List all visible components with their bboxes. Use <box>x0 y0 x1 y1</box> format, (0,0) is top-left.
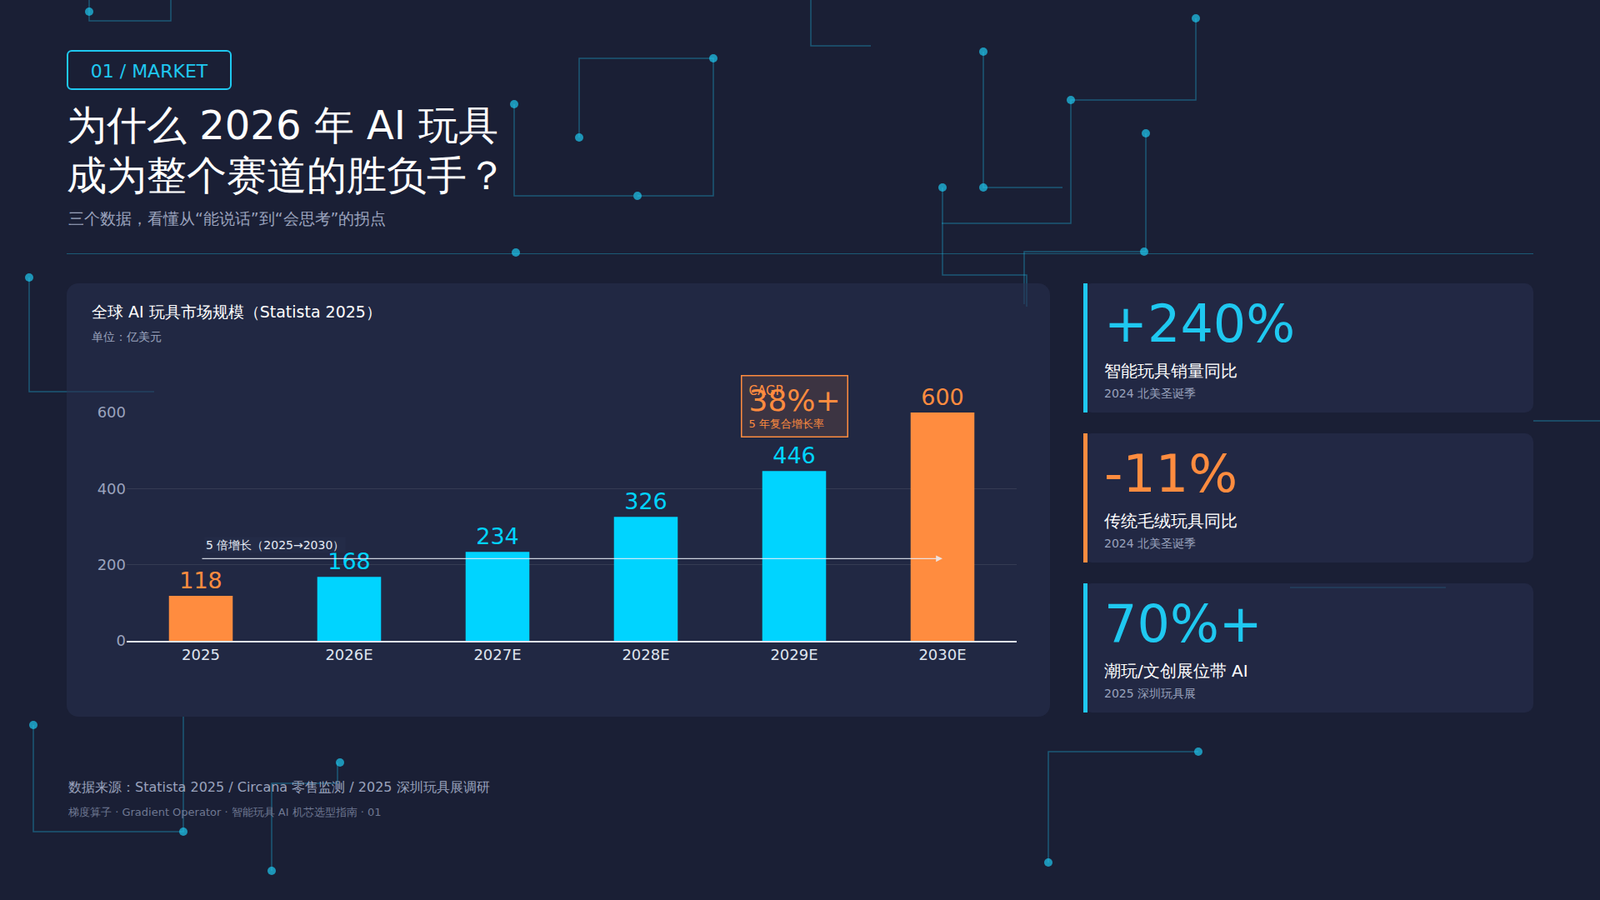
svg-text:326: 326 <box>624 488 668 515</box>
svg-text:600: 600 <box>97 403 126 421</box>
svg-text:2025: 2025 <box>181 645 220 664</box>
html-text:为什么 2026 年 AI 玩具: 为什么 2026 年 AI 玩具 <box>66 101 499 149</box>
svg-text:118: 118 <box>179 567 223 594</box>
svg-text:2026E: 2026E <box>325 645 373 664</box>
svg-text:2027E: 2027E <box>473 645 521 664</box>
html-text:+240%: +240% <box>1104 293 1296 355</box>
html-text:梯度算子 · Gradient Operator · 智能玩: 梯度算子 · Gradient Operator · 智能玩具 AI 机芯选型指… <box>68 805 382 819</box>
html-text:传统毛绒玩具同比: 传统毛绒玩具同比 <box>1104 510 1238 531</box>
html-text:2025 深圳玩具展: 2025 深圳玩具展 <box>1104 686 1196 700</box>
svg-text:234: 234 <box>475 523 520 550</box>
svg-text:446: 446 <box>772 442 816 469</box>
html-text:成为整个赛道的胜负手？: 成为整个赛道的胜负手？ <box>66 151 507 199</box>
svg-text:2028E: 2028E <box>621 645 670 664</box>
svg-text:168: 168 <box>327 548 371 575</box>
html-text:全球 AI 玩具市场规模（Statista 2025）: 全球 AI 玩具市场规模（Statista 2025） <box>91 302 382 321</box>
svg-text:600: 600 <box>920 384 965 410</box>
svg-text:CAGR38%+5 年复合增长率: CAGR38%+5 年复合增长率 <box>749 383 841 430</box>
html-text:潮玩/文创展位带 AI: 潮玩/文创展位带 AI <box>1104 660 1249 681</box>
svg-text:2029E: 2029E <box>770 645 818 664</box>
svg-text:5 倍增长（2025→2030）: 5 倍增长（2025→2030） <box>205 538 345 552</box>
svg-text:400: 400 <box>97 480 126 498</box>
html-text:70%+: 70%+ <box>1104 593 1263 655</box>
svg-text:200: 200 <box>97 555 126 574</box>
html-text:2024 北美圣诞季: 2024 北美圣诞季 <box>1104 536 1196 550</box>
html-text:数据来源：Statista 2025 / Circana 零: 数据来源：Statista 2025 / Circana 零售监测 / 2025… <box>68 779 490 795</box>
svg-text:2030E: 2030E <box>918 645 966 664</box>
html-text:01 / MARKET: 01 / MARKET <box>90 60 208 82</box>
html-text:2024 北美圣诞季: 2024 北美圣诞季 <box>1104 386 1196 400</box>
svg-text:0: 0 <box>116 631 126 650</box>
html-text:三个数据，看懂从“能说话”到“会思考”的拐点: 三个数据，看懂从“能说话”到“会思考”的拐点 <box>68 209 387 228</box>
html-text:-11%: -11% <box>1104 443 1238 505</box>
html-text:单位：亿美元: 单位：亿美元 <box>91 330 162 344</box>
html-text:智能玩具销量同比: 智能玩具销量同比 <box>1104 360 1238 381</box>
